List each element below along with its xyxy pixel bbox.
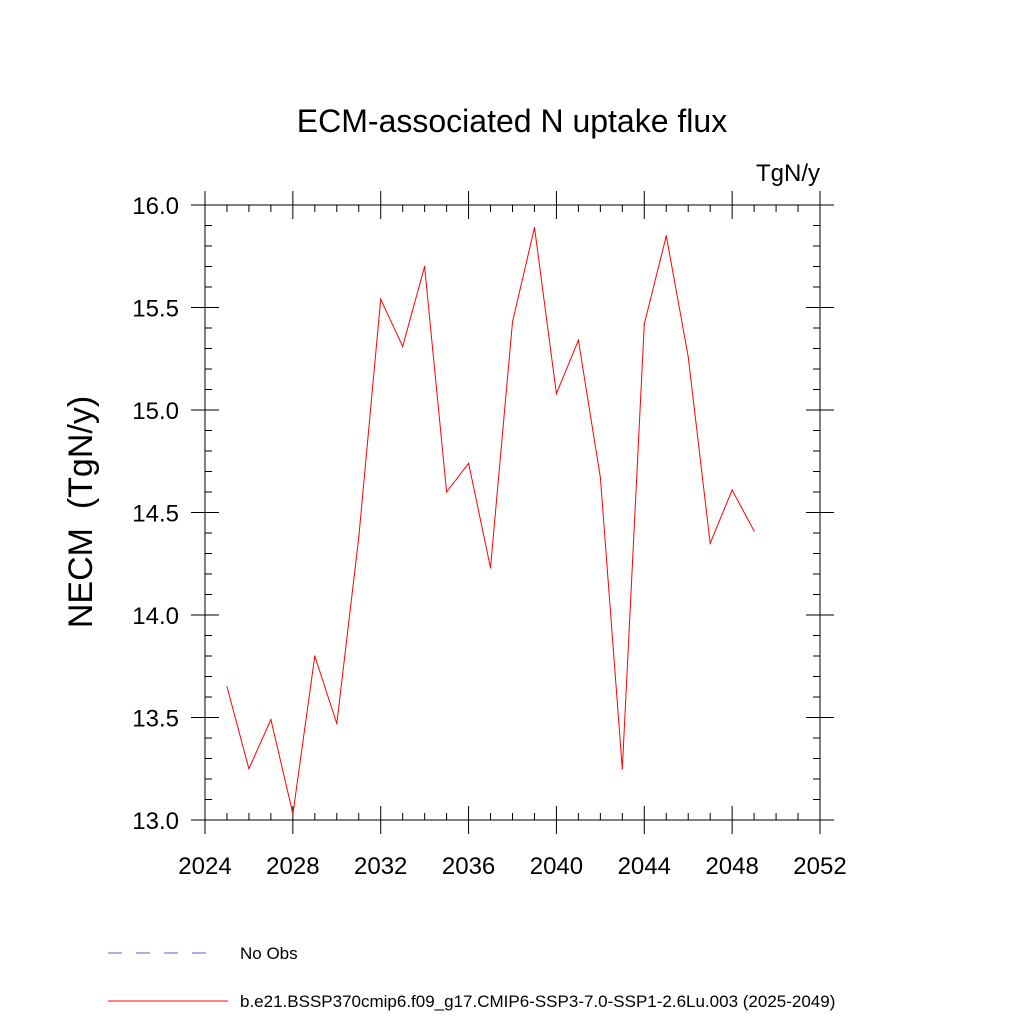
series-layer (226, 226, 755, 815)
series-point (292, 813, 294, 815)
y-tick-label: 13.5 (132, 706, 179, 733)
series-point (731, 489, 733, 491)
y-tick-label: 16.0 (132, 193, 179, 220)
y-tick-label: 15.5 (132, 296, 179, 323)
series-point (248, 768, 250, 770)
x-tick-label: 2028 (266, 853, 319, 880)
legend: No Obs b.e21.BSSP370cmip6.f09_g17.CMIP6-… (108, 944, 835, 1011)
x-tick-label: 2048 (705, 853, 758, 880)
series-point (336, 723, 338, 725)
y-tick-label: 14.0 (132, 603, 179, 630)
series-point (687, 356, 689, 358)
series-point (511, 321, 514, 323)
series-point (709, 542, 711, 544)
axis-ticks (191, 191, 834, 834)
series-point (555, 393, 558, 395)
legend-label-no-obs: No Obs (240, 944, 298, 963)
series-point (621, 768, 623, 770)
y-tick-labels: 13.0 13.5 14.0 14.5 15.0 15.5 16.0 (132, 193, 179, 835)
plot-frame (204, 204, 821, 821)
series-point (446, 491, 448, 493)
chart-title: ECM-associated N uptake flux (297, 103, 727, 139)
series-point (314, 655, 316, 657)
series-point (270, 718, 272, 721)
x-tick-label: 2024 (178, 853, 231, 880)
x-tick-label: 2036 (442, 853, 495, 880)
series-line (226, 227, 755, 815)
legend-label-model-run: b.e21.BSSP370cmip6.f09_g17.CMIP6-SSP3-7.… (240, 992, 835, 1011)
series-point (643, 323, 645, 325)
series-point (577, 339, 579, 341)
series-point (226, 686, 228, 688)
y-axis-label: NECM (TgN/y) (62, 396, 100, 628)
x-tick-labels: 2024 2028 2032 2036 2040 2044 2048 2052 (178, 853, 846, 880)
series-point (753, 530, 755, 532)
series-point (489, 567, 492, 569)
y-tick-label: 13.0 (132, 808, 179, 835)
x-tick-label: 2052 (793, 853, 846, 880)
series-point (402, 345, 404, 348)
y-tick-label: 14.5 (132, 501, 179, 528)
series-point (665, 235, 667, 237)
y-tick-label: 15.0 (132, 398, 179, 425)
x-tick-label: 2044 (618, 853, 671, 880)
x-tick-label: 2032 (354, 853, 407, 880)
series-point (533, 226, 536, 229)
series-point (424, 265, 426, 268)
series-point (467, 462, 470, 464)
series-point (599, 477, 601, 479)
series-point (358, 536, 360, 538)
units-label: TgN/y (756, 160, 820, 187)
x-tick-label: 2040 (530, 853, 583, 880)
series-point (380, 298, 382, 300)
